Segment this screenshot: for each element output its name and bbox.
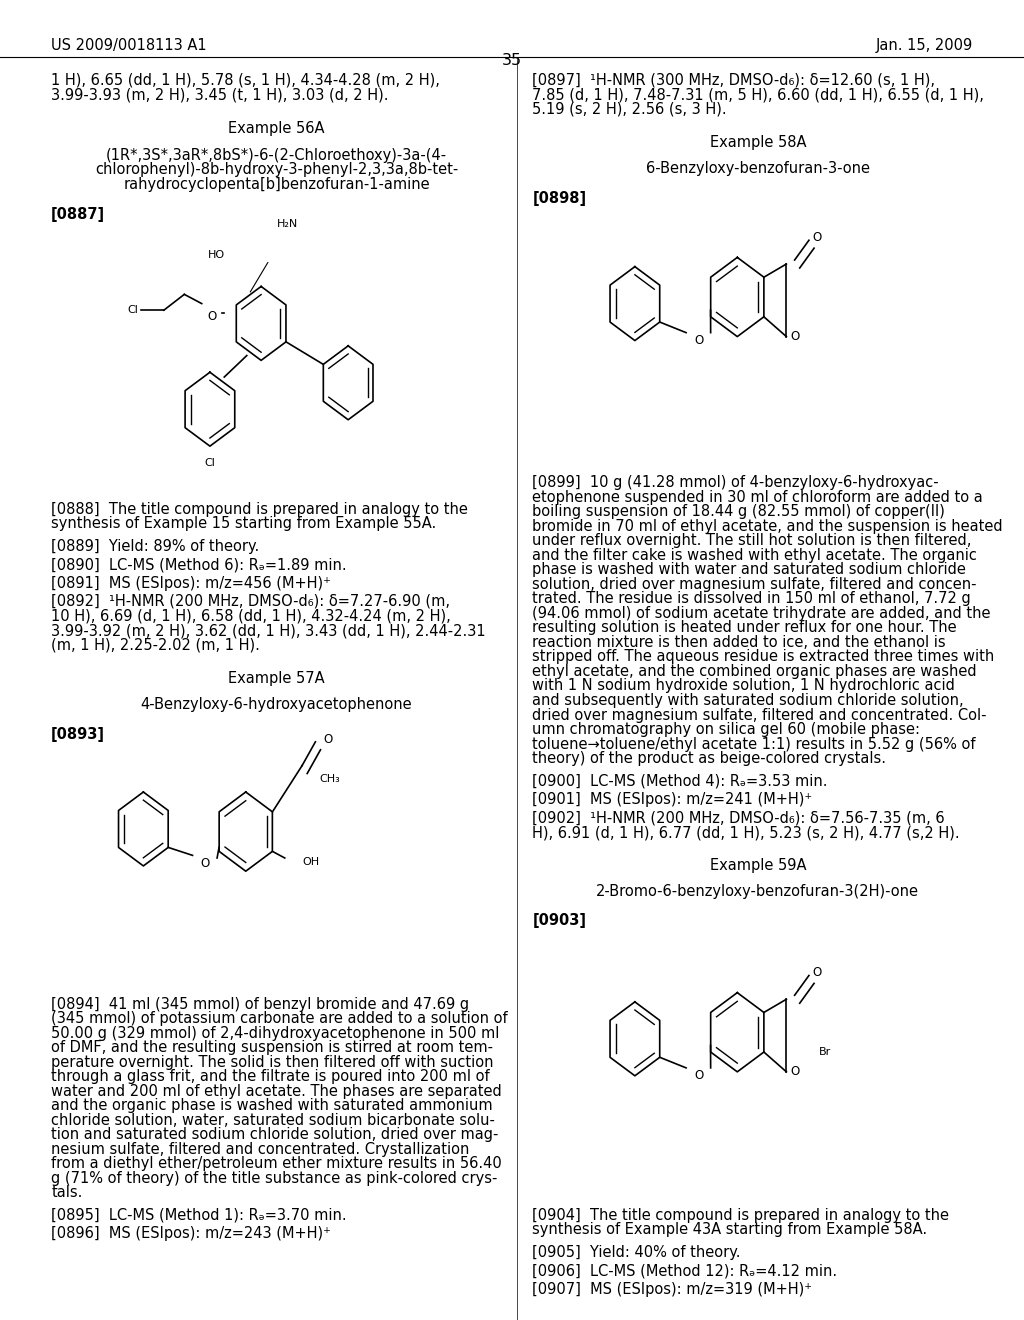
- Text: US 2009/0018113 A1: US 2009/0018113 A1: [51, 38, 207, 53]
- Text: umn chromatography on silica gel 60 (mobile phase:: umn chromatography on silica gel 60 (mob…: [532, 722, 921, 737]
- Text: [0889]  Yield: 89% of theory.: [0889] Yield: 89% of theory.: [51, 539, 259, 553]
- Text: boiling suspension of 18.44 g (82.55 mmol) of copper(II): boiling suspension of 18.44 g (82.55 mmo…: [532, 504, 945, 519]
- Text: solution, dried over magnesium sulfate, filtered and concen-: solution, dried over magnesium sulfate, …: [532, 577, 977, 591]
- Text: with 1 N sodium hydroxide solution, 1 N hydrochloric acid: with 1 N sodium hydroxide solution, 1 N …: [532, 678, 955, 693]
- Text: Example 56A: Example 56A: [228, 121, 325, 136]
- Text: 4-Benzyloxy-6-hydroxyacetophenone: 4-Benzyloxy-6-hydroxyacetophenone: [140, 697, 413, 711]
- Text: (94.06 mmol) of sodium acetate trihydrate are added, and the: (94.06 mmol) of sodium acetate trihydrat…: [532, 606, 991, 620]
- Text: Jan. 15, 2009: Jan. 15, 2009: [876, 38, 973, 53]
- Text: OH: OH: [302, 857, 319, 867]
- Text: [0891]  MS (ESIpos): m/z=456 (M+H)⁺: [0891] MS (ESIpos): m/z=456 (M+H)⁺: [51, 576, 331, 590]
- Text: H₂N: H₂N: [276, 219, 298, 230]
- Text: and subsequently with saturated sodium chloride solution,: and subsequently with saturated sodium c…: [532, 693, 965, 708]
- Text: [0906]  LC-MS (Method 12): Rₔ=4.12 min.: [0906] LC-MS (Method 12): Rₔ=4.12 min.: [532, 1263, 838, 1278]
- Text: (m, 1 H), 2.25-2.02 (m, 1 H).: (m, 1 H), 2.25-2.02 (m, 1 H).: [51, 638, 260, 652]
- Text: water and 200 ml of ethyl acetate. The phases are separated: water and 200 ml of ethyl acetate. The p…: [51, 1084, 502, 1098]
- Text: O: O: [790, 330, 799, 343]
- Text: dried over magnesium sulfate, filtered and concentrated. Col-: dried over magnesium sulfate, filtered a…: [532, 708, 987, 722]
- Text: bromide in 70 ml of ethyl acetate, and the suspension is heated: bromide in 70 ml of ethyl acetate, and t…: [532, 519, 1004, 533]
- Text: rahydrocyclopenta[b]benzofuran-1-amine: rahydrocyclopenta[b]benzofuran-1-amine: [123, 177, 430, 191]
- Text: O: O: [200, 857, 210, 870]
- Text: O: O: [790, 1065, 799, 1078]
- Text: [0902]  ¹H-NMR (200 MHz, DMSO-d₆): δ=7.56-7.35 (m, 6: [0902] ¹H-NMR (200 MHz, DMSO-d₆): δ=7.56…: [532, 810, 945, 825]
- Text: trated. The residue is dissolved in 150 ml of ethanol, 7.72 g: trated. The residue is dissolved in 150 …: [532, 591, 971, 606]
- Text: Cl: Cl: [127, 305, 138, 315]
- Text: 1 H), 6.65 (dd, 1 H), 5.78 (s, 1 H), 4.34-4.28 (m, 2 H),: 1 H), 6.65 (dd, 1 H), 5.78 (s, 1 H), 4.3…: [51, 73, 440, 87]
- Text: [0899]  10 g (41.28 mmol) of 4-benzyloxy-6-hydroxyac-: [0899] 10 g (41.28 mmol) of 4-benzyloxy-…: [532, 475, 939, 490]
- Text: [0896]  MS (ESIpos): m/z=243 (M+H)⁺: [0896] MS (ESIpos): m/z=243 (M+H)⁺: [51, 1226, 331, 1241]
- Text: O: O: [207, 310, 217, 323]
- Text: [0894]  41 ml (345 mmol) of benzyl bromide and 47.69 g: [0894] 41 ml (345 mmol) of benzyl bromid…: [51, 997, 469, 1011]
- Text: [0888]  The title compound is prepared in analogy to the: [0888] The title compound is prepared in…: [51, 502, 468, 516]
- Text: [0890]  LC-MS (Method 6): Rₔ=1.89 min.: [0890] LC-MS (Method 6): Rₔ=1.89 min.: [51, 557, 347, 572]
- Text: 5.19 (s, 2 H), 2.56 (s, 3 H).: 5.19 (s, 2 H), 2.56 (s, 3 H).: [532, 102, 727, 116]
- Text: H), 6.91 (d, 1 H), 6.77 (dd, 1 H), 5.23 (s, 2 H), 4.77 (s,2 H).: H), 6.91 (d, 1 H), 6.77 (dd, 1 H), 5.23 …: [532, 825, 961, 840]
- Text: tion and saturated sodium chloride solution, dried over mag-: tion and saturated sodium chloride solut…: [51, 1127, 499, 1142]
- Text: 6-Benzyloxy-benzofuran-3-one: 6-Benzyloxy-benzofuran-3-one: [646, 161, 869, 176]
- Text: [0904]  The title compound is prepared in analogy to the: [0904] The title compound is prepared in…: [532, 1208, 949, 1222]
- Text: of DMF, and the resulting suspension is stirred at room tem-: of DMF, and the resulting suspension is …: [51, 1040, 494, 1055]
- Text: synthesis of Example 15 starting from Example 55A.: synthesis of Example 15 starting from Ex…: [51, 516, 436, 531]
- Text: [0892]  ¹H-NMR (200 MHz, DMSO-d₆): δ=7.27-6.90 (m,: [0892] ¹H-NMR (200 MHz, DMSO-d₆): δ=7.27…: [51, 594, 451, 609]
- Text: Example 59A: Example 59A: [710, 858, 806, 873]
- Text: O: O: [812, 231, 821, 244]
- Text: 3.99-3.93 (m, 2 H), 3.45 (t, 1 H), 3.03 (d, 2 H).: 3.99-3.93 (m, 2 H), 3.45 (t, 1 H), 3.03 …: [51, 87, 389, 102]
- Text: [0907]  MS (ESIpos): m/z=319 (M+H)⁺: [0907] MS (ESIpos): m/z=319 (M+H)⁺: [532, 1282, 812, 1296]
- Text: CH₃: CH₃: [319, 774, 340, 784]
- Text: O: O: [694, 1069, 705, 1082]
- Text: perature overnight. The solid is then filtered off with suction: perature overnight. The solid is then fi…: [51, 1055, 494, 1069]
- Text: [0905]  Yield: 40% of theory.: [0905] Yield: 40% of theory.: [532, 1245, 741, 1259]
- Text: 7.85 (d, 1 H), 7.48-7.31 (m, 5 H), 6.60 (dd, 1 H), 6.55 (d, 1 H),: 7.85 (d, 1 H), 7.48-7.31 (m, 5 H), 6.60 …: [532, 87, 984, 102]
- Text: Br: Br: [819, 1047, 831, 1057]
- Text: reaction mixture is then added to ice, and the ethanol is: reaction mixture is then added to ice, a…: [532, 635, 946, 649]
- Text: HO: HO: [208, 249, 225, 260]
- Text: chloride solution, water, saturated sodium bicarbonate solu-: chloride solution, water, saturated sodi…: [51, 1113, 495, 1127]
- Text: synthesis of Example 43A starting from Example 58A.: synthesis of Example 43A starting from E…: [532, 1222, 928, 1237]
- Text: Example 57A: Example 57A: [228, 671, 325, 685]
- Text: [0895]  LC-MS (Method 1): Rₔ=3.70 min.: [0895] LC-MS (Method 1): Rₔ=3.70 min.: [51, 1208, 347, 1222]
- Text: Cl: Cl: [205, 458, 215, 469]
- Text: [0903]: [0903]: [532, 913, 587, 928]
- Text: O: O: [694, 334, 705, 347]
- Text: toluene→toluene/ethyl acetate 1:1) results in 5.52 g (56% of: toluene→toluene/ethyl acetate 1:1) resul…: [532, 737, 976, 751]
- Text: O: O: [812, 966, 821, 979]
- Text: [0898]: [0898]: [532, 191, 587, 206]
- Text: [0893]: [0893]: [51, 727, 105, 742]
- Text: 35: 35: [502, 53, 522, 67]
- Text: from a diethyl ether/petroleum ether mixture results in 56.40: from a diethyl ether/petroleum ether mix…: [51, 1156, 502, 1171]
- Text: (1R*,3S*,3aR*,8bS*)-6-(2-Chloroethoxy)-3a-(4-: (1R*,3S*,3aR*,8bS*)-6-(2-Chloroethoxy)-3…: [105, 148, 447, 162]
- Text: 3.99-3.92 (m, 2 H), 3.62 (dd, 1 H), 3.43 (dd, 1 H), 2.44-2.31: 3.99-3.92 (m, 2 H), 3.62 (dd, 1 H), 3.43…: [51, 623, 485, 638]
- Text: through a glass frit, and the filtrate is poured into 200 ml of: through a glass frit, and the filtrate i…: [51, 1069, 489, 1084]
- Text: chlorophenyl)-8b-hydroxy-3-phenyl-2,3,3a,8b-tet-: chlorophenyl)-8b-hydroxy-3-phenyl-2,3,3a…: [95, 162, 458, 177]
- Text: resulting solution is heated under reflux for one hour. The: resulting solution is heated under reflu…: [532, 620, 957, 635]
- Text: 50.00 g (329 mmol) of 2,4-dihydroxyacetophenone in 500 ml: 50.00 g (329 mmol) of 2,4-dihydroxyaceto…: [51, 1026, 500, 1040]
- Text: ethyl acetate, and the combined organic phases are washed: ethyl acetate, and the combined organic …: [532, 664, 977, 678]
- Text: tals.: tals.: [51, 1185, 83, 1200]
- Text: under reflux overnight. The still hot solution is then filtered,: under reflux overnight. The still hot so…: [532, 533, 972, 548]
- Text: (345 mmol) of potassium carbonate are added to a solution of: (345 mmol) of potassium carbonate are ad…: [51, 1011, 508, 1026]
- Text: [0901]  MS (ESIpos): m/z=241 (M+H)⁺: [0901] MS (ESIpos): m/z=241 (M+H)⁺: [532, 792, 813, 807]
- Text: phase is washed with water and saturated sodium chloride: phase is washed with water and saturated…: [532, 562, 967, 577]
- Text: and the filter cake is washed with ethyl acetate. The organic: and the filter cake is washed with ethyl…: [532, 548, 977, 562]
- Text: etophenone suspended in 30 ml of chloroform are added to a: etophenone suspended in 30 ml of chlorof…: [532, 490, 983, 504]
- Text: [0897]  ¹H-NMR (300 MHz, DMSO-d₆): δ=12.60 (s, 1 H),: [0897] ¹H-NMR (300 MHz, DMSO-d₆): δ=12.6…: [532, 73, 936, 87]
- Text: stripped off. The aqueous residue is extracted three times with: stripped off. The aqueous residue is ext…: [532, 649, 994, 664]
- Text: theory) of the product as beige-colored crystals.: theory) of the product as beige-colored …: [532, 751, 887, 766]
- Text: g (71% of theory) of the title substance as pink-colored crys-: g (71% of theory) of the title substance…: [51, 1171, 498, 1185]
- Text: 2-Bromo-6-benzyloxy-benzofuran-3(2H)-one: 2-Bromo-6-benzyloxy-benzofuran-3(2H)-one: [596, 884, 920, 899]
- Text: O: O: [323, 733, 333, 746]
- Text: and the organic phase is washed with saturated ammonium: and the organic phase is washed with sat…: [51, 1098, 493, 1113]
- Text: Example 58A: Example 58A: [710, 135, 806, 149]
- Text: [0887]: [0887]: [51, 207, 105, 222]
- Text: 10 H), 6.69 (d, 1 H), 6.58 (dd, 1 H), 4.32-4.24 (m, 2 H),: 10 H), 6.69 (d, 1 H), 6.58 (dd, 1 H), 4.…: [51, 609, 451, 623]
- Text: nesium sulfate, filtered and concentrated. Crystallization: nesium sulfate, filtered and concentrate…: [51, 1142, 470, 1156]
- Text: [0900]  LC-MS (Method 4): Rₔ=3.53 min.: [0900] LC-MS (Method 4): Rₔ=3.53 min.: [532, 774, 828, 788]
